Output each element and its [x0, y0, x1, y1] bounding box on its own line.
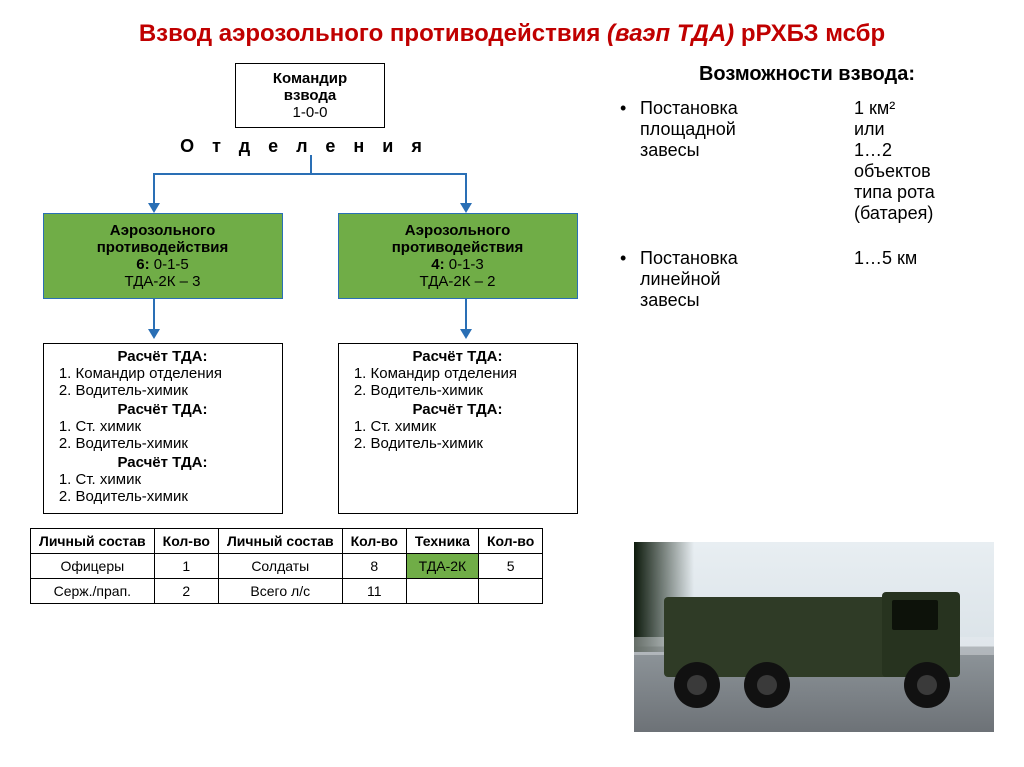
org-chart: Командир взвода 1-0-0 Отделения Аэрозоль… [30, 63, 590, 514]
crew-member: Командир отделения [76, 365, 274, 382]
connector-top [30, 163, 590, 213]
crew-header: Расчёт ТДА: [347, 348, 569, 365]
squad-box-1: Аэрозольного противодействия 4: 0-1-3 ТД… [338, 213, 578, 299]
crew-list: Ст. химикВодитель-химик [347, 418, 569, 452]
commander-count: 1-0-0 [248, 104, 372, 121]
squad-name: Аэрозольного противодействия [50, 222, 276, 256]
table-row: Офицеры1Солдаты8ТДА-2К5 [31, 554, 543, 579]
crew-member: Ст. химик [76, 418, 274, 435]
crew-list: Ст. химикВодитель-химик [52, 471, 274, 505]
table-header: Кол-во [342, 529, 406, 554]
bullet-icon: • [620, 248, 640, 311]
capability-label: Постановкаплощаднойзавесы [640, 98, 854, 224]
capability-item: •Постановкаплощаднойзавесы1 км²или1…2объ… [620, 98, 994, 224]
table-header: Техника [406, 529, 478, 554]
table-cell [478, 579, 542, 604]
table-header: Личный состав [31, 529, 155, 554]
table-cell: 11 [342, 579, 406, 604]
crew-member: Водитель-химик [76, 435, 274, 452]
capability-label: Постановкалинейнойзавесы [640, 248, 854, 311]
crew-member: Командир отделения [371, 365, 569, 382]
table-cell: ТДА-2К [406, 554, 478, 579]
vehicle-image [634, 542, 994, 732]
bullet-icon: • [620, 98, 640, 224]
capabilities-list: •Постановкаплощаднойзавесы1 км²или1…2объ… [620, 98, 994, 311]
crew-member: Ст. химик [371, 418, 569, 435]
crew-list: Командир отделенияВодитель-химик [52, 365, 274, 399]
table-cell: 2 [154, 579, 218, 604]
calc-box-0: Расчёт ТДА:Командир отделенияВодитель-хи… [43, 343, 283, 514]
crew-header: Расчёт ТДА: [347, 401, 569, 418]
title-main: Взвод аэрозольного противодействия [139, 20, 607, 47]
calc-row: Расчёт ТДА:Командир отделенияВодитель-хи… [30, 343, 590, 514]
table-cell: 5 [478, 554, 542, 579]
squad-count: 4: 0-1-3 [345, 256, 571, 273]
calc-box-1: Расчёт ТДА:Командир отделенияВодитель-хи… [338, 343, 578, 514]
commander-line2: взвода [248, 87, 372, 104]
page-title: Взвод аэрозольного противодействия (ваэп… [30, 20, 994, 48]
table-header: Личный состав [218, 529, 342, 554]
capability-value: 1…5 км [854, 248, 994, 311]
title-tail: рРХБЗ мсбр [741, 20, 885, 47]
crew-header: Расчёт ТДА: [52, 348, 274, 365]
squad-row: Аэрозольного противодействия 6: 0-1-5 ТД… [30, 213, 590, 299]
commander-line1: Командир [248, 70, 372, 87]
table-cell: Серж./прап. [31, 579, 155, 604]
squad-box-0: Аэрозольного противодействия 6: 0-1-5 ТД… [43, 213, 283, 299]
squad-name: Аэрозольного противодействия [345, 222, 571, 256]
table-header: Кол-во [478, 529, 542, 554]
table-cell: Солдаты [218, 554, 342, 579]
squad-equip: ТДА-2К – 3 [50, 273, 276, 290]
crew-member: Водитель-химик [371, 382, 569, 399]
crew-member: Водитель-химик [76, 488, 274, 505]
crew-header: Расчёт ТДА: [52, 401, 274, 418]
summary-table: Личный составКол-воЛичный составКол-воТе… [30, 528, 543, 604]
crew-list: Ст. химикВодитель-химик [52, 418, 274, 452]
crew-header: Расчёт ТДА: [52, 454, 274, 471]
crew-member: Водитель-химик [371, 435, 569, 452]
squad-equip: ТДА-2К – 2 [345, 273, 571, 290]
crew-list: Командир отделенияВодитель-химик [347, 365, 569, 399]
capability-item: •Постановкалинейнойзавесы1…5 км [620, 248, 994, 311]
crew-member: Ст. химик [76, 471, 274, 488]
table-cell: Офицеры [31, 554, 155, 579]
commander-box: Командир взвода 1-0-0 [235, 63, 385, 128]
table-cell [406, 579, 478, 604]
squad-count: 6: 0-1-5 [50, 256, 276, 273]
table-cell: 8 [342, 554, 406, 579]
table-cell: 1 [154, 554, 218, 579]
connector-mid [30, 299, 590, 343]
title-italic: (ваэп ТДА) [607, 20, 741, 47]
table-header: Кол-во [154, 529, 218, 554]
capability-value: 1 км²или1…2объектовтипа рота(батарея) [854, 98, 994, 224]
crew-member: Водитель-химик [76, 382, 274, 399]
table-cell: Всего л/с [218, 579, 342, 604]
table-row: Серж./прап.2Всего л/с11 [31, 579, 543, 604]
section-label: Отделения [30, 136, 590, 157]
capabilities-title: Возможности взвода: [620, 63, 994, 86]
